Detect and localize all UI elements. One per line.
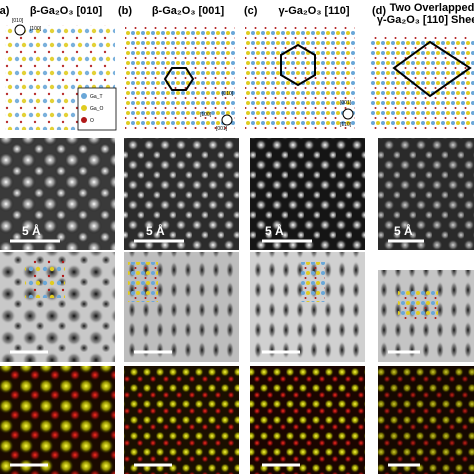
- color-map: [0, 366, 115, 474]
- axis-symbol: [342, 108, 354, 120]
- direction-label: [100]: [30, 26, 42, 32]
- haadf-image: [378, 138, 474, 250]
- direction-label: [1̄10]: [340, 122, 352, 128]
- axis-symbol: [14, 24, 26, 36]
- haadf-image: [124, 138, 239, 250]
- structure-model: [370, 35, 474, 130]
- color-map: [250, 366, 365, 474]
- unit-cell: [280, 43, 316, 87]
- scale-bars: [10, 239, 424, 467]
- direction-label: [001]: [340, 100, 352, 106]
- color-map: [378, 366, 474, 474]
- structure-model: [125, 25, 235, 130]
- overlay-atoms: [300, 262, 325, 302]
- scale-label: 5 Å: [394, 223, 413, 238]
- panel-label: (a): [0, 5, 10, 17]
- unit-cell: [392, 40, 472, 98]
- unit-cell: [163, 67, 195, 91]
- legend-label: O: [90, 118, 94, 124]
- direction-label: [100]: [200, 112, 212, 118]
- panel-label: (b): [118, 5, 132, 17]
- overlay-atoms: [25, 258, 65, 298]
- legend-label: Ga_O: [90, 106, 103, 112]
- axis-symbol: [221, 114, 233, 126]
- haadf-image: [0, 138, 115, 250]
- panel-title: γ-Ga₂O₃ [110] Sheets: [377, 14, 474, 26]
- legend-marker: [81, 93, 87, 99]
- overlay-atoms: [398, 290, 438, 320]
- legend-marker: [81, 117, 87, 123]
- legend-label: Ga_T: [90, 94, 103, 100]
- overlay-atoms: [128, 262, 158, 302]
- direction-label: [001]: [216, 126, 228, 132]
- panel-label: (d): [372, 5, 386, 17]
- color-map: [124, 366, 239, 474]
- direction-label: [010]: [12, 18, 24, 24]
- panel-title: β-Ga₂O₃ [001]: [152, 5, 225, 17]
- scale-label: 5 Å: [146, 223, 165, 238]
- panel-title: Two Overlapped: [390, 2, 474, 14]
- legend-marker: [81, 105, 87, 111]
- haadf-image: [250, 138, 365, 250]
- panel-title: β-Ga₂O₃ [010]: [30, 5, 103, 17]
- scale-label: 5 Å: [265, 223, 284, 238]
- scale-label: 5 Å: [22, 223, 41, 238]
- titles: (a) β-Ga₂O₃ [010] (b) β-Ga₂O₃ [001] (c) γ-Ga₂…: [0, 2, 474, 26]
- panel-title: γ-Ga₂O₃ [110]: [278, 5, 349, 17]
- direction-label: [010]: [222, 91, 234, 97]
- structure-model: [245, 25, 355, 130]
- panel-label: (c): [244, 5, 258, 17]
